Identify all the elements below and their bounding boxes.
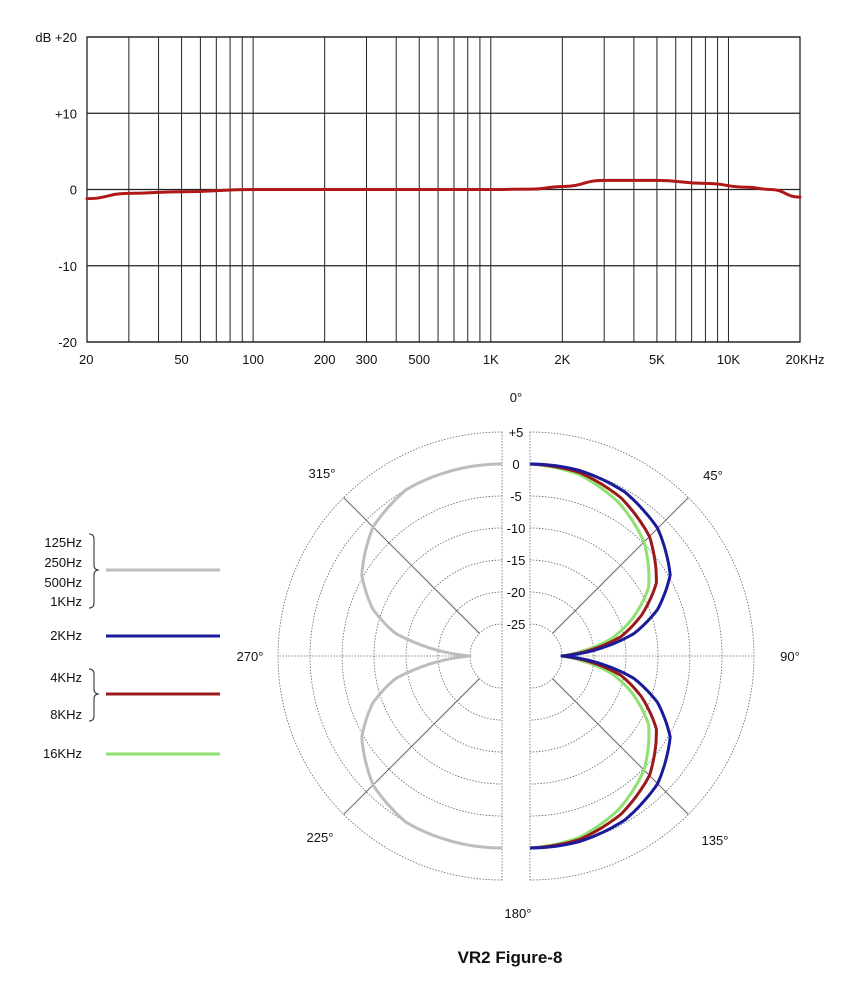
polar-ring — [529, 623, 563, 689]
ring-label-bg — [503, 423, 529, 439]
x-tick-label: 50 — [174, 352, 188, 367]
angle-label: 90° — [780, 649, 800, 664]
x-tick-label: 300 — [356, 352, 378, 367]
polar-legend — [88, 533, 220, 756]
ring-label-bg — [503, 455, 529, 471]
legend-brace — [88, 668, 100, 722]
legend-brace — [88, 533, 100, 609]
x-tick-label: 1K — [483, 352, 499, 367]
frequency-response-plot — [85, 36, 802, 343]
legend-label: 250Hz — [44, 555, 82, 570]
angle-label: 135° — [702, 833, 729, 848]
legend-label: 2KHz — [50, 628, 82, 643]
polar-ring — [469, 623, 503, 689]
y-tick-label: +10 — [55, 106, 77, 121]
ring-label-bg — [503, 615, 529, 631]
polar-spoke-225 — [343, 678, 480, 815]
x-tick-label: 20KHz — [785, 352, 824, 367]
angle-label: 225° — [307, 830, 334, 845]
ring-label: -5 — [510, 489, 522, 504]
ring-label-bg — [503, 551, 529, 567]
x-tick-label: 20 — [79, 352, 93, 367]
x-tick-label: 2K — [554, 352, 570, 367]
x-tick-label: 100 — [242, 352, 264, 367]
legend-label: 16KHz — [43, 746, 82, 761]
polar-ring — [529, 527, 659, 785]
x-tick-label: 200 — [314, 352, 336, 367]
y-tick-label: -20 — [58, 335, 77, 350]
ring-label-bg — [503, 487, 529, 503]
legend-label: 1KHz — [50, 594, 82, 609]
response-curve — [85, 178, 802, 201]
ring-label: 0 — [512, 457, 519, 472]
ring-label: -10 — [507, 521, 526, 536]
polar-ring — [437, 591, 503, 721]
ring-label: -15 — [507, 553, 526, 568]
polar-curve-125hz-250hz-500hz-1khz — [360, 462, 503, 850]
polar-plot — [277, 423, 755, 881]
chart-title: VR2 Figure-8 — [458, 948, 563, 967]
polar-spoke-45 — [552, 497, 689, 634]
legend-label: 8KHz — [50, 707, 82, 722]
polar-spoke-315 — [343, 497, 480, 634]
x-tick-label: 500 — [408, 352, 430, 367]
polar-ring — [277, 431, 503, 881]
ring-label-bg — [503, 519, 529, 535]
polar-ring — [529, 591, 595, 721]
legend-label: 500Hz — [44, 575, 82, 590]
ring-label: +5 — [509, 425, 524, 440]
y-tick-label: dB +20 — [35, 30, 77, 45]
legend-label: 4KHz — [50, 670, 82, 685]
angle-label: 315° — [309, 466, 336, 481]
angle-label: 270° — [237, 649, 264, 664]
plot-frame — [86, 36, 801, 343]
angle-label: 0° — [510, 390, 522, 405]
ring-label-bg — [503, 583, 529, 599]
ring-label: -25 — [507, 617, 526, 632]
polar-ring — [529, 495, 691, 817]
polar-spoke-135 — [552, 678, 689, 815]
angle-label: 180° — [505, 906, 532, 921]
y-tick-label: 0 — [70, 183, 77, 198]
angle-label: 45° — [703, 468, 723, 483]
x-tick-label: 10K — [717, 352, 740, 367]
x-tick-label: 5K — [649, 352, 665, 367]
y-tick-label: -10 — [58, 259, 77, 274]
polar-curve-2khz — [529, 462, 672, 850]
polar-ring — [529, 431, 755, 881]
legend-label: 125Hz — [44, 535, 82, 550]
polar-ring — [373, 527, 503, 785]
ring-label: -20 — [507, 585, 526, 600]
